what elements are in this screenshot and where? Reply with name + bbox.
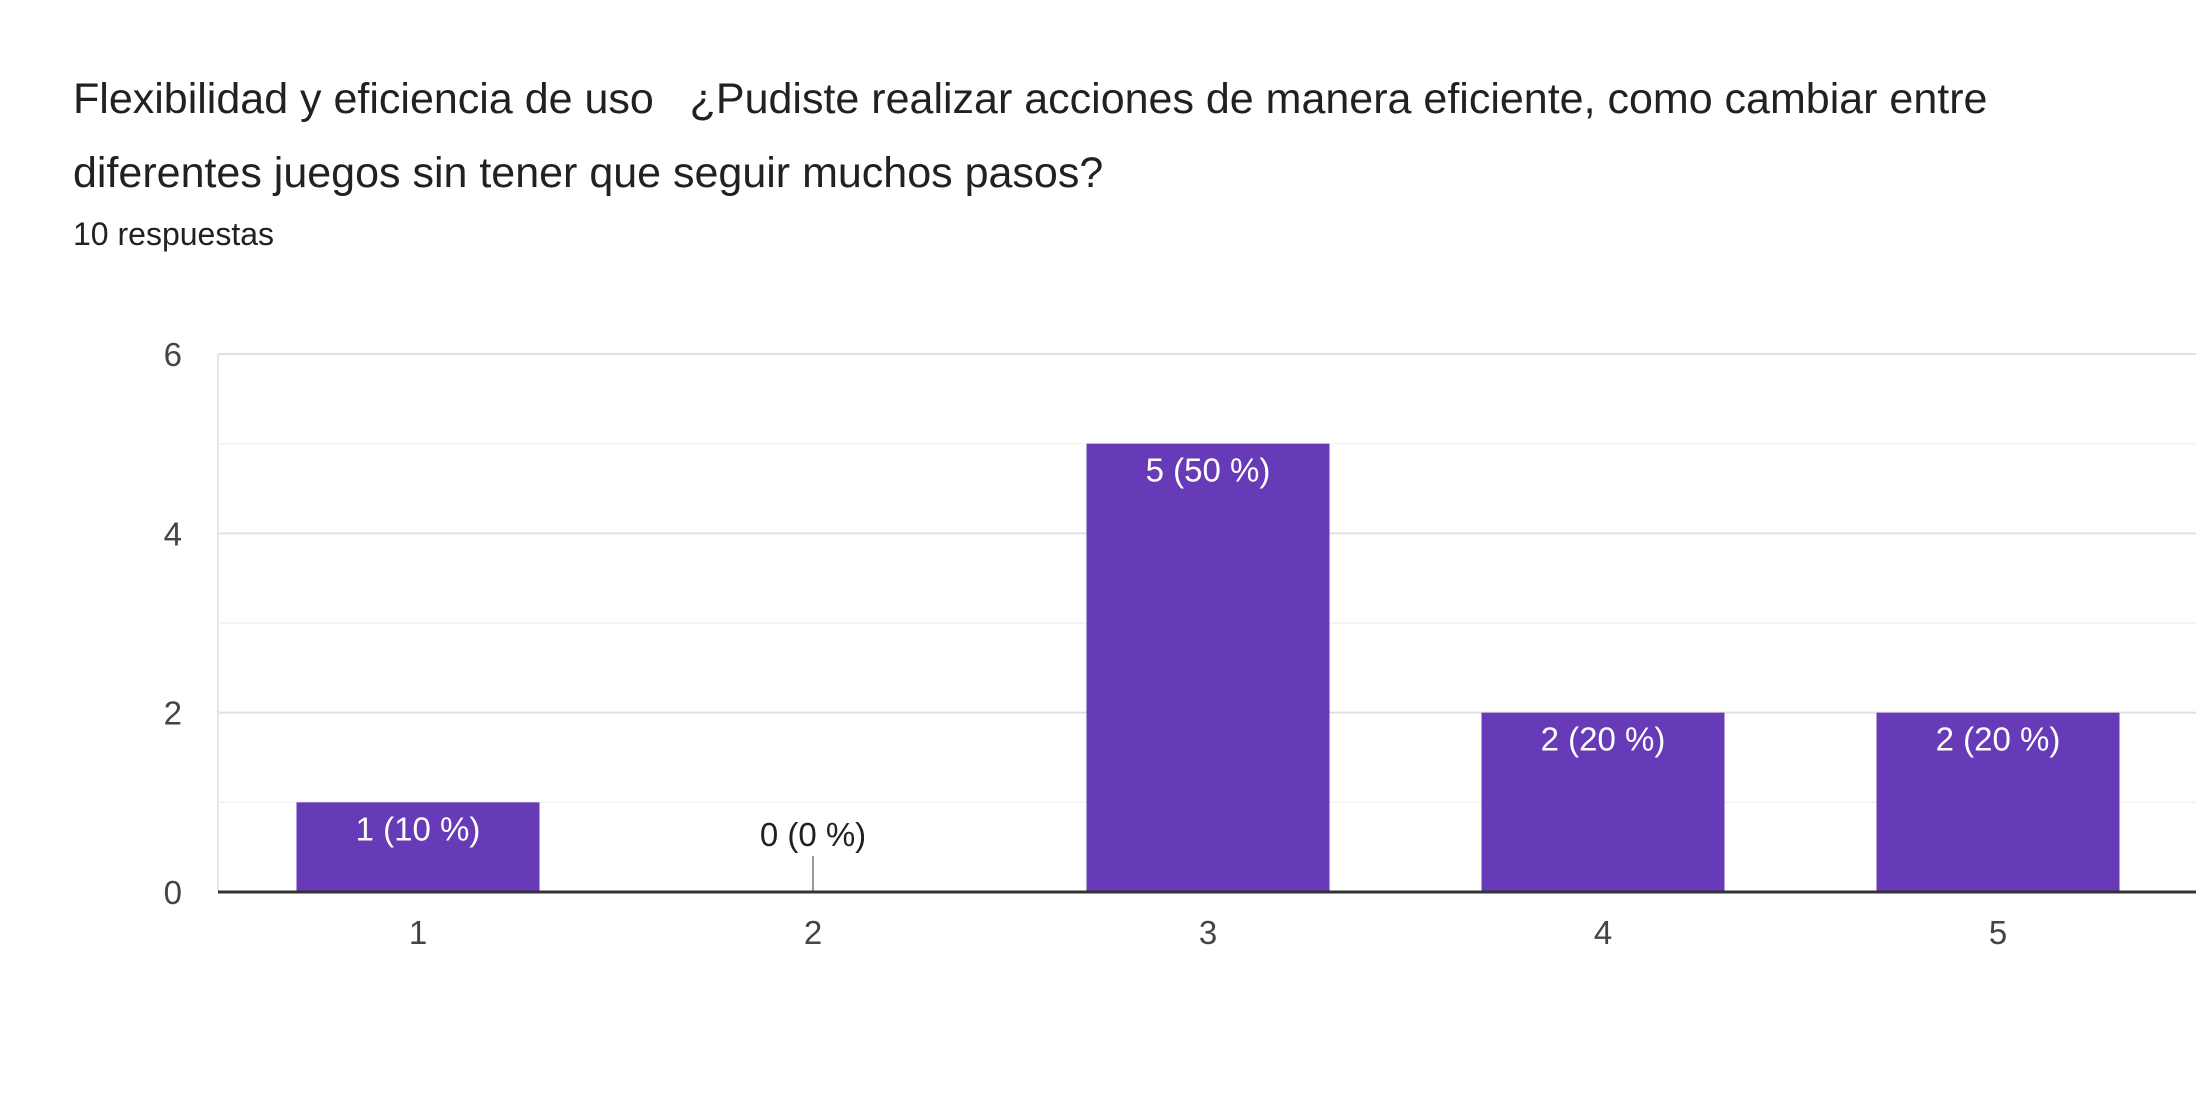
x-tick-label: 2 xyxy=(804,914,822,951)
y-tick-label: 4 xyxy=(164,515,182,552)
bar xyxy=(1876,712,2120,892)
x-tick-label: 4 xyxy=(1594,914,1612,951)
bar-data-label: 2 (20 %) xyxy=(1541,721,1666,758)
bar-data-label: 2 (20 %) xyxy=(1936,721,2061,758)
x-tick-label: 1 xyxy=(409,914,427,951)
bar xyxy=(296,802,540,892)
bar-data-label: 0 (0 %) xyxy=(760,816,866,853)
x-tick-label: 3 xyxy=(1199,914,1217,951)
bar xyxy=(1086,443,1330,892)
chart-title: Flexibilidad y eficiencia de uso ¿Pudist… xyxy=(73,75,2000,197)
chart-header: Flexibilidad y eficiencia de uso ¿Pudist… xyxy=(73,62,2153,254)
y-tick-label: 2 xyxy=(164,695,182,732)
x-tick-label: 5 xyxy=(1989,914,2007,951)
bar-data-label: 5 (50 %) xyxy=(1146,452,1271,489)
bar-data-label: 1 (10 %) xyxy=(356,810,481,847)
bar xyxy=(1481,712,1725,892)
y-tick-label: 6 xyxy=(164,336,182,373)
y-tick-label: 0 xyxy=(164,874,182,911)
response-count: 10 respuestas xyxy=(73,216,275,252)
